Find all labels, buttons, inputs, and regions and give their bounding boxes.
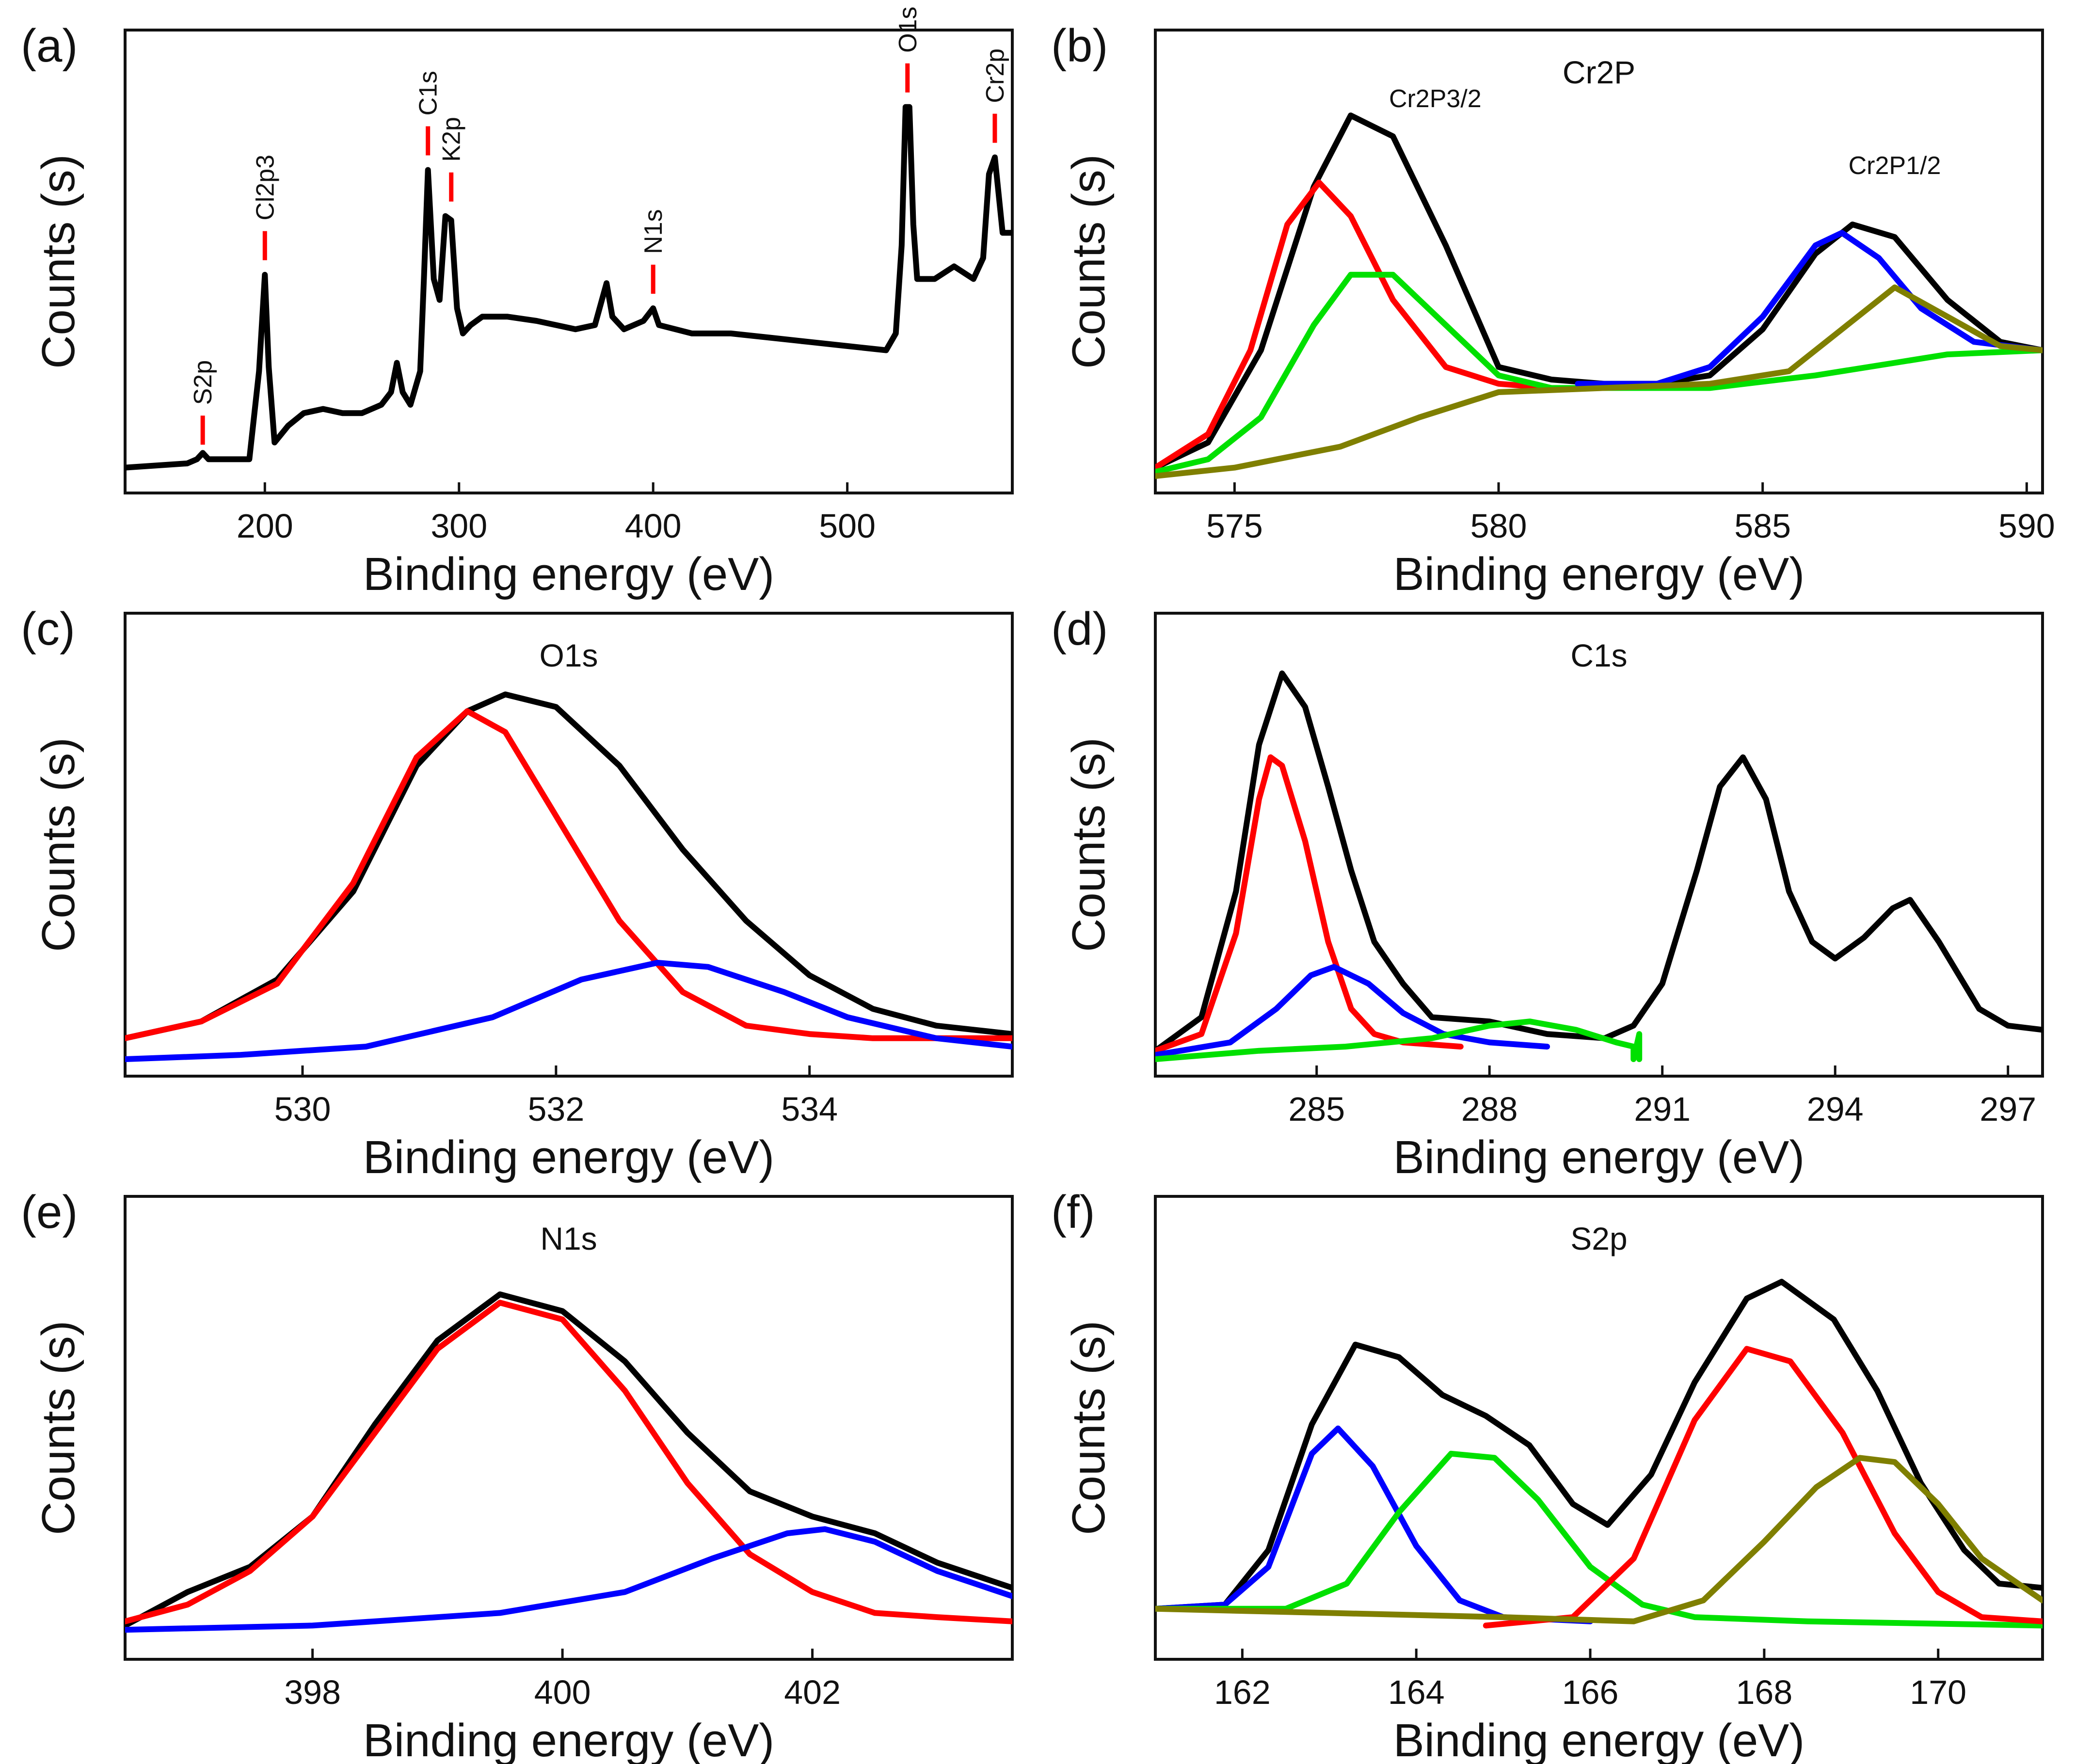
- x-tick-label: 500: [819, 507, 876, 545]
- x-tick-label: 162: [1214, 1673, 1271, 1711]
- panel-d: (d) Counts (s) Binding energy (eV) 285 288 29…: [1051, 603, 2044, 1183]
- series-cr2p1-2-component-1: [1575, 230, 2043, 387]
- peak-label: K2p: [438, 117, 466, 162]
- y-axis-title: Counts (s): [1063, 1320, 1115, 1535]
- series-envelope: [1155, 670, 2043, 1054]
- y-axis-title: Counts (s): [1063, 154, 1115, 369]
- x-tick-label: 168: [1736, 1673, 1792, 1711]
- panel-a: (a) Counts (s) Binding energy (eV) 200 300 40…: [21, 6, 1014, 600]
- axis-frame: [1154, 1195, 2044, 1661]
- x-tick-label: 534: [781, 1090, 838, 1128]
- series-component-3: [1483, 1346, 2043, 1629]
- panel-label: (d): [1051, 603, 1108, 655]
- x-tick-label: 400: [625, 507, 682, 545]
- peak-label: Cl2p3: [251, 155, 279, 221]
- panel-b: (b) Counts (s) Binding energy (eV) 575 580 58…: [1051, 20, 2055, 600]
- x-tick-label: 300: [431, 507, 487, 545]
- x-axis-title: Binding energy (eV): [363, 1715, 774, 1764]
- panel-label: (c): [21, 603, 75, 655]
- x-tick-label: 400: [534, 1673, 591, 1711]
- axis-frame: [124, 29, 1014, 494]
- plot-title: C1s: [1570, 637, 1627, 673]
- peak-label: Cr2P3/2: [1389, 85, 1482, 113]
- series-component-2: [125, 1526, 1012, 1633]
- x-tick-label: 590: [1998, 507, 2055, 545]
- x-tick-label: 285: [1288, 1090, 1345, 1128]
- panel-label: (e): [21, 1186, 78, 1238]
- series-component-4: [1155, 1455, 2043, 1624]
- y-axis-title: Counts (s): [32, 737, 84, 952]
- peak-label: S2p: [189, 360, 217, 405]
- series-cr2p3-2-component-1: [1155, 179, 1554, 471]
- panel-label: (f): [1051, 1186, 1095, 1238]
- y-axis-title: Counts (s): [32, 1320, 84, 1535]
- series-component-1: [1155, 754, 1464, 1054]
- series-component-1: [125, 708, 1012, 1041]
- x-tick-label: 398: [284, 1673, 341, 1711]
- series-cr2p3-2-component-2: [1155, 271, 2043, 475]
- peak-label: Cr2p: [981, 48, 1009, 103]
- series-component-2: [125, 960, 1012, 1062]
- y-axis-title: Counts (s): [1063, 737, 1115, 952]
- x-tick-label: 575: [1206, 507, 1263, 545]
- axis-frame: [1154, 29, 2044, 494]
- plot-title: S2p: [1570, 1221, 1627, 1256]
- panel-f: (f) Counts (s) Binding energy (eV) 162 164 16…: [1051, 1186, 2044, 1764]
- x-tick-label: 297: [1980, 1090, 2036, 1128]
- x-axis-title: Binding energy (eV): [1393, 1131, 1805, 1183]
- x-tick-label: 170: [1910, 1673, 1966, 1711]
- x-axis-title: Binding energy (eV): [363, 548, 774, 600]
- panel-e: (e) Counts (s) Binding energy (eV) 398 400 40…: [21, 1186, 1014, 1764]
- plot-title: N1s: [540, 1221, 597, 1256]
- x-tick-label: 532: [527, 1090, 584, 1128]
- panel-label: (a): [21, 20, 78, 72]
- series-component-2: [1155, 1450, 2043, 1629]
- panel-c: (c) Counts (s) Binding energy (eV) 530 532 53…: [21, 603, 1014, 1183]
- plot-title: O1s: [539, 637, 598, 673]
- x-tick-label: 288: [1461, 1090, 1518, 1128]
- axis-frame: [124, 1195, 1014, 1661]
- peak-label: Cr2P1/2: [1849, 152, 1941, 180]
- series-component-1: [1155, 1425, 1594, 1624]
- x-tick-label: 164: [1388, 1673, 1445, 1711]
- x-axis-title: Binding energy (eV): [1393, 548, 1805, 600]
- x-tick-label: 530: [274, 1090, 331, 1128]
- x-tick-label: 585: [1734, 507, 1791, 545]
- axis-frame: [124, 612, 1014, 1078]
- series-survey: [125, 104, 1012, 471]
- series-component-3: [1155, 1018, 1643, 1062]
- plot-title: Cr2P: [1563, 54, 1635, 90]
- x-tick-label: 580: [1470, 507, 1527, 545]
- x-tick-label: 166: [1562, 1673, 1619, 1711]
- peak-label: O1s: [894, 6, 922, 52]
- series-cr2p1-2-component-2: [1155, 284, 2043, 479]
- series-envelope: [125, 1291, 1012, 1629]
- axis-frame: [1154, 612, 2044, 1078]
- peak-label: N1s: [639, 209, 668, 254]
- x-tick-label: 200: [237, 507, 293, 545]
- x-tick-label: 294: [1807, 1090, 1864, 1128]
- x-axis-title: Binding energy (eV): [363, 1131, 774, 1183]
- peak-label: C1s: [415, 71, 443, 115]
- y-axis-title: Counts (s): [32, 154, 84, 369]
- series-envelope: [1155, 1279, 2043, 1612]
- panel-label: (b): [1051, 20, 1108, 72]
- series-component-1: [125, 1300, 1012, 1624]
- series-component-2: [1155, 964, 1550, 1058]
- x-tick-label: 291: [1634, 1090, 1691, 1128]
- x-axis-title: Binding energy (eV): [1393, 1715, 1805, 1764]
- x-tick-label: 402: [784, 1673, 841, 1711]
